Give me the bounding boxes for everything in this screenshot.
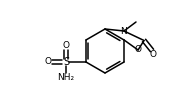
Text: O: O [150, 50, 157, 59]
Text: N: N [121, 27, 127, 35]
Text: O: O [135, 45, 141, 54]
Text: S: S [63, 57, 69, 67]
Text: O: O [63, 42, 69, 50]
Text: O: O [44, 58, 52, 67]
Text: NH₂: NH₂ [57, 74, 74, 83]
